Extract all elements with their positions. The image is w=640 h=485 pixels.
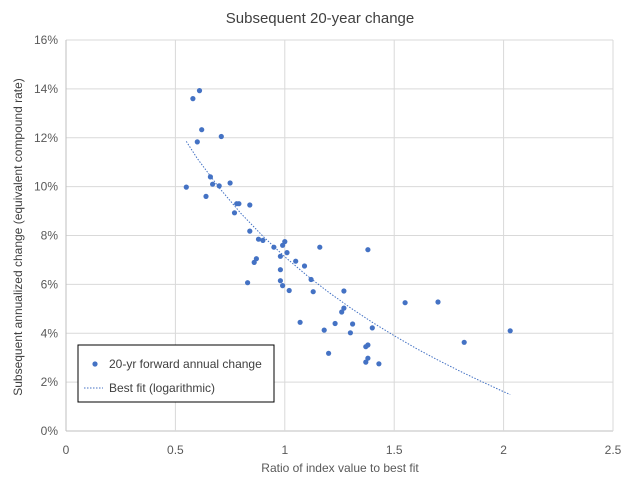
- best-fit-line: [185, 141, 511, 396]
- data-point: [271, 244, 277, 250]
- data-point: [365, 247, 371, 253]
- data-point: [194, 139, 200, 145]
- data-point: [301, 263, 308, 269]
- data-point: [207, 174, 213, 180]
- data-point: [369, 325, 375, 331]
- legend-box: [77, 344, 275, 403]
- data-point: [376, 361, 382, 367]
- data-point: [341, 288, 347, 294]
- y-tick-label: 12%: [34, 131, 58, 145]
- y-tick-label: 2%: [41, 375, 59, 389]
- data-point: [260, 237, 266, 243]
- data-point: [310, 289, 316, 295]
- data-point: [236, 201, 242, 207]
- data-point: [284, 250, 290, 256]
- y-tick-label: 10%: [34, 180, 58, 194]
- data-point: [203, 193, 209, 199]
- data-point: [286, 287, 292, 294]
- gridlines: [65, 39, 614, 432]
- data-point: [277, 278, 283, 284]
- data-point: [277, 253, 283, 259]
- legend-marker-icon: [92, 361, 98, 367]
- data-point: [183, 184, 189, 190]
- legend: 20-yr forward annual change Best fit (lo…: [77, 344, 275, 403]
- y-tick-label: 14%: [34, 82, 58, 96]
- data-point: [339, 309, 345, 315]
- data-point: [253, 256, 259, 262]
- data-point: [231, 210, 238, 216]
- x-tick-label: 2.5: [605, 443, 622, 457]
- data-point: [363, 359, 369, 365]
- data-point: [326, 350, 332, 356]
- data-point: [321, 327, 327, 333]
- x-tick-label: 1: [281, 443, 288, 457]
- data-point: [196, 88, 203, 94]
- y-tick-label: 8%: [41, 229, 59, 243]
- legend-label-points: 20-yr forward annual change: [109, 357, 262, 371]
- chart-title: Subsequent 20-year change: [226, 10, 414, 27]
- data-point: [332, 320, 338, 327]
- data-point: [216, 183, 222, 189]
- x-tick-label: 0: [63, 443, 70, 457]
- data-point: [365, 342, 371, 348]
- data-point: [210, 181, 216, 187]
- data-point: [255, 236, 262, 242]
- data-point: [247, 228, 253, 234]
- data-point: [350, 321, 356, 327]
- x-tick-label: 0.5: [167, 443, 184, 457]
- data-point: [297, 319, 303, 325]
- y-tick-label: 0%: [41, 424, 59, 438]
- y-axis-label: Subsequent annualized change (equivalent…: [11, 78, 25, 396]
- data-point: [341, 305, 347, 311]
- data-point: [277, 267, 283, 273]
- y-tick-label: 4%: [41, 326, 59, 340]
- y-tick-label: 16%: [34, 33, 58, 47]
- legend-label-fit: Best fit (logarithmic): [109, 381, 215, 395]
- data-point: [247, 202, 253, 208]
- data-point: [190, 96, 196, 102]
- data-point: [199, 127, 205, 133]
- data-point: [245, 280, 251, 286]
- data-points: [183, 88, 513, 367]
- x-tick-label: 2: [500, 443, 507, 457]
- data-point: [461, 339, 467, 345]
- data-point: [435, 299, 441, 305]
- data-point: [227, 180, 233, 186]
- data-point: [347, 330, 353, 336]
- data-point: [507, 328, 513, 334]
- data-point: [280, 283, 286, 289]
- x-tick-label: 1.5: [386, 443, 403, 457]
- data-point: [365, 355, 371, 361]
- tick-labels: 0% 2% 4% 6% 8% 10% 12% 14% 16% 0 0.5 1 1.5 2 2.5: [34, 33, 622, 457]
- y-tick-label: 6%: [41, 277, 59, 291]
- data-point: [218, 133, 224, 140]
- x-axis-label: Ratio of index value to best fit: [261, 461, 419, 475]
- data-point: [317, 244, 323, 250]
- best-fit-series: [185, 141, 511, 396]
- data-point: [308, 276, 314, 283]
- data-point: [402, 300, 408, 306]
- data-point: [293, 258, 299, 264]
- data-point: [282, 239, 288, 245]
